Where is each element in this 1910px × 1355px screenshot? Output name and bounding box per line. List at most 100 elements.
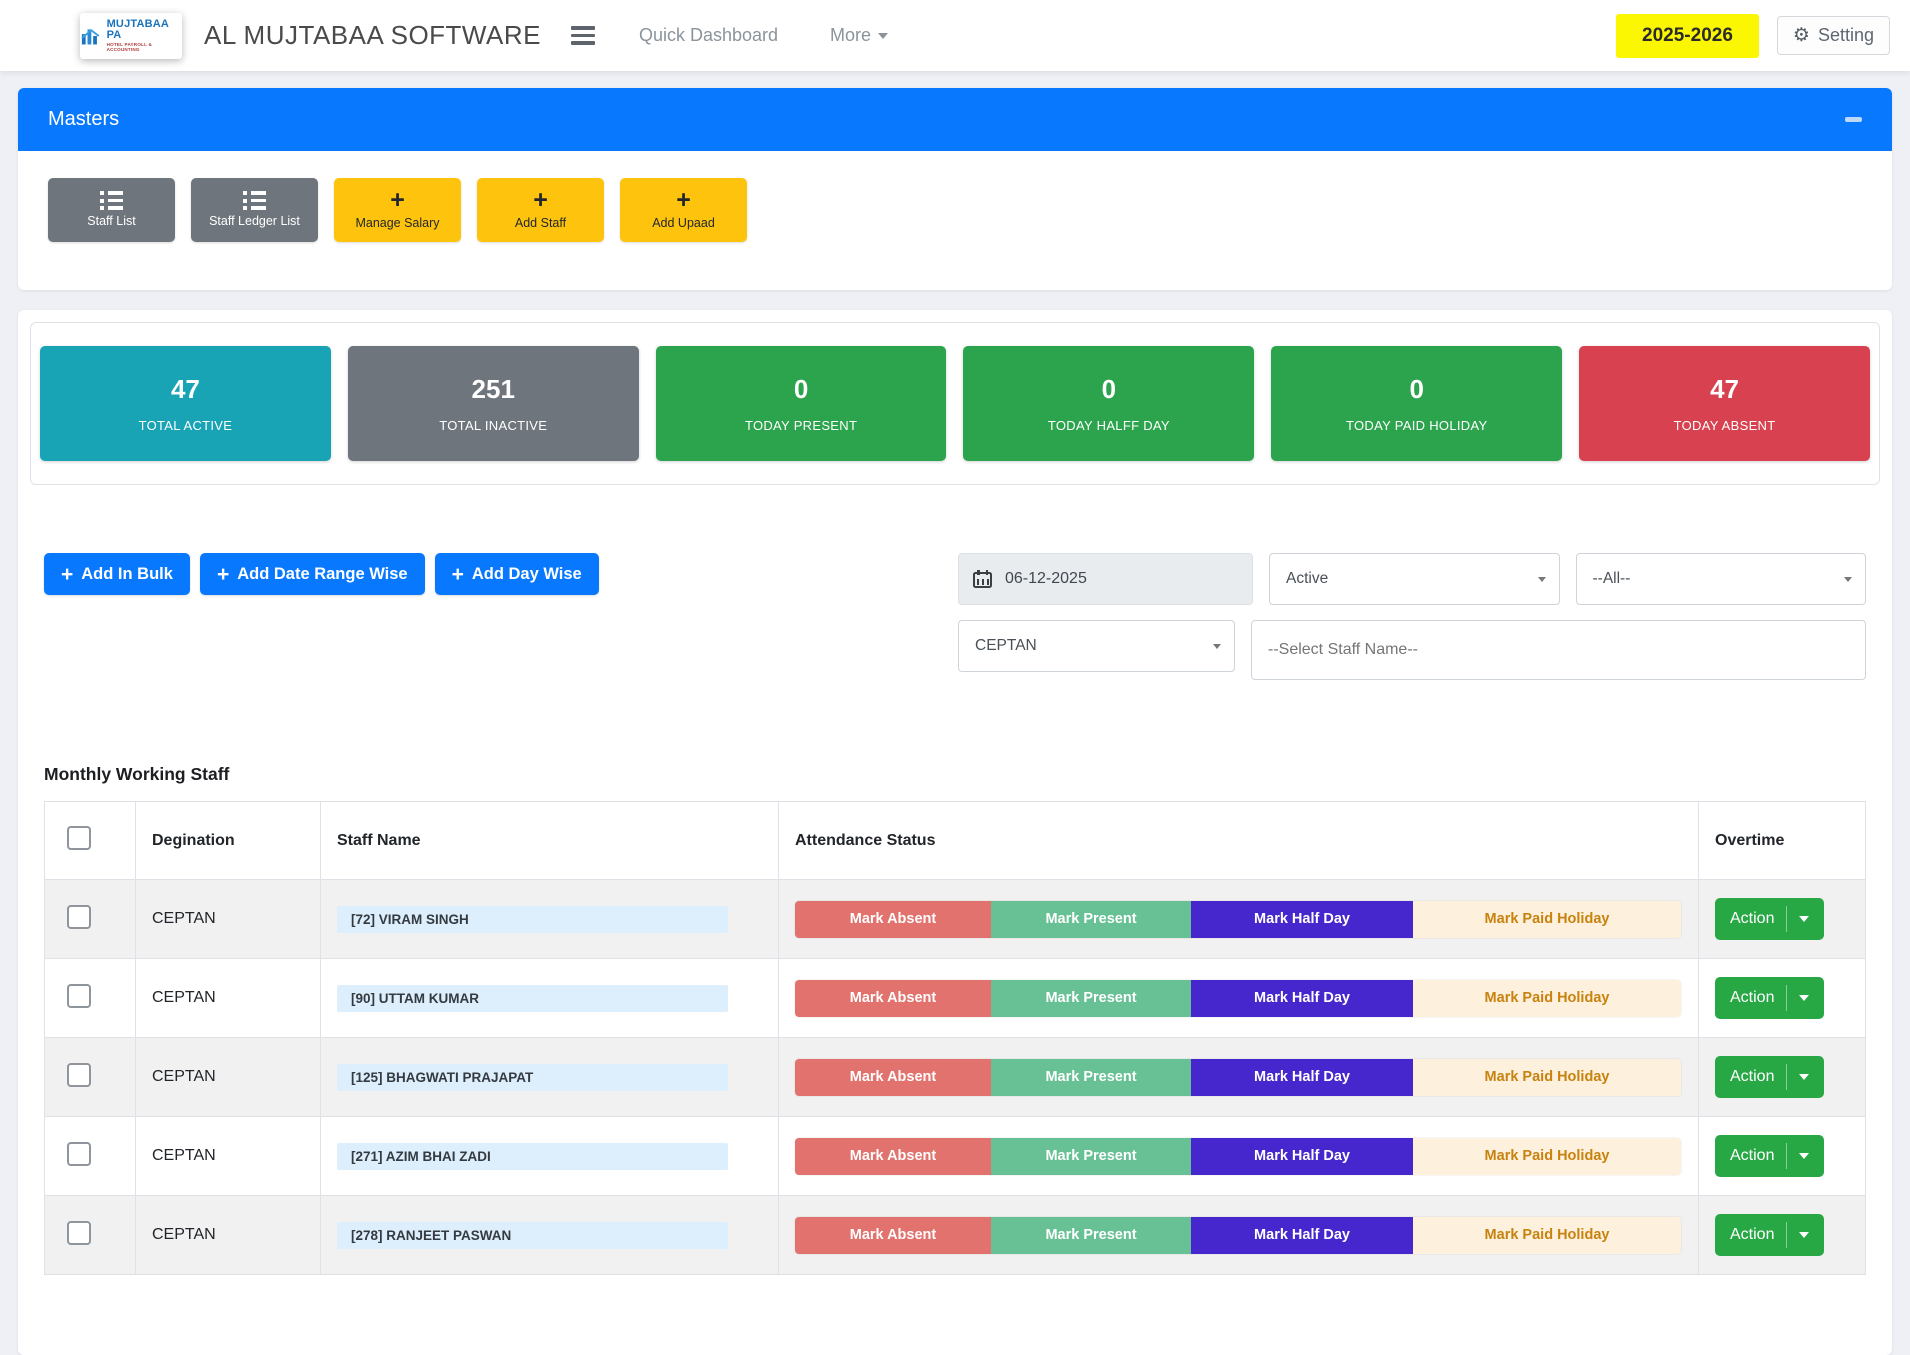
filter-zone: + Add In Bulk + Add Date Range Wise + Ad… (44, 553, 1866, 680)
mark-absent-button[interactable]: Mark Absent (795, 900, 991, 938)
staff-ledger-list-button[interactable]: Staff Ledger List (191, 178, 318, 242)
table-row: CEPTAN [72] VIRAM SINGH Mark Absent Mark… (44, 879, 1866, 959)
plus-icon: + (676, 186, 691, 215)
table-row: CEPTAN [278] RANJEET PASWAN Mark Absent … (44, 1195, 1866, 1275)
attendance-button-group: Mark Absent Mark Present Mark Half Day M… (795, 1058, 1681, 1096)
calendar-icon (973, 569, 992, 589)
mark-absent-button[interactable]: Mark Absent (795, 979, 991, 1017)
staff-name-chip: [125] BHAGWATI PRAJAPAT (337, 1063, 728, 1091)
overtime-cell: Action (1698, 1037, 1866, 1117)
mark-absent-button[interactable]: Mark Absent (795, 1058, 991, 1096)
all-filter-select[interactable]: --All-- (1575, 553, 1866, 605)
staff-name-chip: [72] VIRAM SINGH (337, 905, 728, 933)
staff-name-chip: [271] AZIM BHAI ZADI (337, 1142, 728, 1170)
mark-paid-holiday-button[interactable]: Mark Paid Holiday (1413, 1058, 1681, 1096)
staff-name-cell: [271] AZIM BHAI ZADI (320, 1116, 779, 1196)
action-dropdown-button[interactable]: Action (1715, 1135, 1825, 1177)
staff-name-cell: [90] UTTAM KUMAR (320, 958, 779, 1038)
mark-present-button[interactable]: Mark Present (991, 979, 1191, 1017)
staff-name-chip: [90] UTTAM KUMAR (337, 984, 728, 1012)
staff-table-body: CEPTAN [72] VIRAM SINGH Mark Absent Mark… (44, 879, 1866, 1275)
setting-button[interactable]: ⚙ Setting (1776, 16, 1890, 55)
plus-icon: + (451, 562, 464, 586)
manage-salary-button[interactable]: + Manage Salary (334, 178, 461, 242)
masters-body: Staff List Staff Ledger List + Manage Sa… (18, 151, 1892, 290)
list-icon (243, 191, 266, 211)
mark-absent-button[interactable]: Mark Absent (795, 1216, 991, 1254)
row-checkbox[interactable] (67, 1062, 91, 1087)
attendance-button-group: Mark Absent Mark Present Mark Half Day M… (795, 900, 1681, 938)
overtime-cell: Action (1698, 1116, 1866, 1196)
row-checkbox[interactable] (67, 983, 91, 1008)
mark-half-day-button[interactable]: Mark Half Day (1191, 900, 1413, 938)
mark-half-day-button[interactable]: Mark Half Day (1191, 979, 1413, 1017)
table-header-row: Degination Staff Name Attendance Status … (44, 801, 1866, 880)
mark-present-button[interactable]: Mark Present (991, 1216, 1191, 1254)
add-upaad-button[interactable]: + Add Upaad (620, 178, 747, 242)
row-select-cell (44, 879, 136, 959)
row-checkbox[interactable] (67, 904, 91, 929)
plus-icon: + (390, 186, 405, 215)
app-title: AL MUJTABAA SOFTWARE (204, 20, 541, 50)
mark-present-button[interactable]: Mark Present (991, 1058, 1191, 1096)
status-select[interactable]: Active (1269, 553, 1560, 605)
overtime-header: Overtime (1698, 801, 1866, 880)
designation-cell: CEPTAN (135, 1116, 321, 1196)
staff-name-chip: [278] RANJEET PASWAN (337, 1221, 728, 1249)
top-navbar: MUJTABAA PA HOTEL PAYROLL & ACCOUNTING A… (0, 0, 1910, 71)
date-picker-input[interactable]: 06-12-2025 (958, 553, 1253, 605)
chevron-down-icon (1799, 916, 1810, 922)
add-staff-button[interactable]: + Add Staff (477, 178, 604, 242)
nav-link-more[interactable]: More (830, 25, 889, 46)
stat-today-paid-holiday: 0 TODAY PAID HOLIDAY (1271, 346, 1563, 461)
table-row: CEPTAN [125] BHAGWATI PRAJAPAT Mark Abse… (44, 1037, 1866, 1117)
masters-panel-header: Masters (18, 88, 1892, 151)
chevron-down-icon (1799, 1074, 1810, 1080)
overtime-cell: Action (1698, 879, 1866, 959)
chevron-down-icon (1799, 995, 1810, 1001)
mark-paid-holiday-button[interactable]: Mark Paid Holiday (1413, 1137, 1681, 1175)
overtime-cell: Action (1698, 958, 1866, 1038)
add-in-bulk-button[interactable]: + Add In Bulk (44, 553, 190, 595)
mark-paid-holiday-button[interactable]: Mark Paid Holiday (1413, 979, 1681, 1017)
mark-paid-holiday-button[interactable]: Mark Paid Holiday (1413, 1216, 1681, 1254)
app-logo[interactable]: MUJTABAA PA HOTEL PAYROLL & ACCOUNTING (80, 12, 182, 59)
action-dropdown-button[interactable]: Action (1715, 1214, 1825, 1256)
collapse-minus-icon[interactable] (1845, 117, 1862, 122)
mark-paid-holiday-button[interactable]: Mark Paid Holiday (1413, 900, 1681, 938)
chevron-down-icon (878, 32, 889, 39)
nav-link-quick-dashboard[interactable]: Quick Dashboard (638, 25, 779, 45)
mark-half-day-button[interactable]: Mark Half Day (1191, 1216, 1413, 1254)
table-row: CEPTAN [271] AZIM BHAI ZADI Mark Absent … (44, 1116, 1866, 1196)
attendance-status-header: Attendance Status (778, 801, 1699, 880)
add-date-range-wise-button[interactable]: + Add Date Range Wise (199, 553, 425, 595)
action-dropdown-button[interactable]: Action (1715, 1056, 1825, 1098)
date-value: 06-12-2025 (1005, 570, 1087, 587)
mark-half-day-button[interactable]: Mark Half Day (1191, 1137, 1413, 1175)
designation-select[interactable]: CEPTAN (958, 620, 1235, 672)
attendance-button-group: Mark Absent Mark Present Mark Half Day M… (795, 1137, 1681, 1175)
row-checkbox[interactable] (67, 1220, 91, 1245)
staff-list-button[interactable]: Staff List (48, 178, 175, 242)
staff-name-select-input[interactable] (1251, 620, 1866, 680)
gear-icon: ⚙ (1792, 25, 1810, 46)
designation-cell: CEPTAN (135, 958, 321, 1038)
mark-half-day-button[interactable]: Mark Half Day (1191, 1058, 1413, 1096)
row-checkbox[interactable] (67, 1141, 91, 1166)
row-select-cell (44, 1037, 136, 1117)
action-dropdown-button[interactable]: Action (1715, 977, 1825, 1019)
mark-present-button[interactable]: Mark Present (991, 1137, 1191, 1175)
select-all-checkbox[interactable] (67, 826, 91, 850)
mark-absent-button[interactable]: Mark Absent (795, 1137, 991, 1175)
attendance-button-group: Mark Absent Mark Present Mark Half Day M… (795, 979, 1681, 1017)
stat-today-half-day: 0 TODAY HALFF DAY (963, 346, 1255, 461)
stat-today-present: 0 TODAY PRESENT (655, 346, 947, 461)
add-day-wise-button[interactable]: + Add Day Wise (434, 553, 599, 595)
action-dropdown-button[interactable]: Action (1715, 898, 1825, 940)
chevron-down-icon (1213, 643, 1221, 649)
staff-name-cell: [125] BHAGWATI PRAJAPAT (320, 1037, 779, 1117)
mark-present-button[interactable]: Mark Present (991, 900, 1191, 938)
select-all-header-cell (44, 801, 136, 880)
hamburger-menu-icon[interactable] (567, 22, 599, 49)
chevron-down-icon (1537, 576, 1546, 582)
